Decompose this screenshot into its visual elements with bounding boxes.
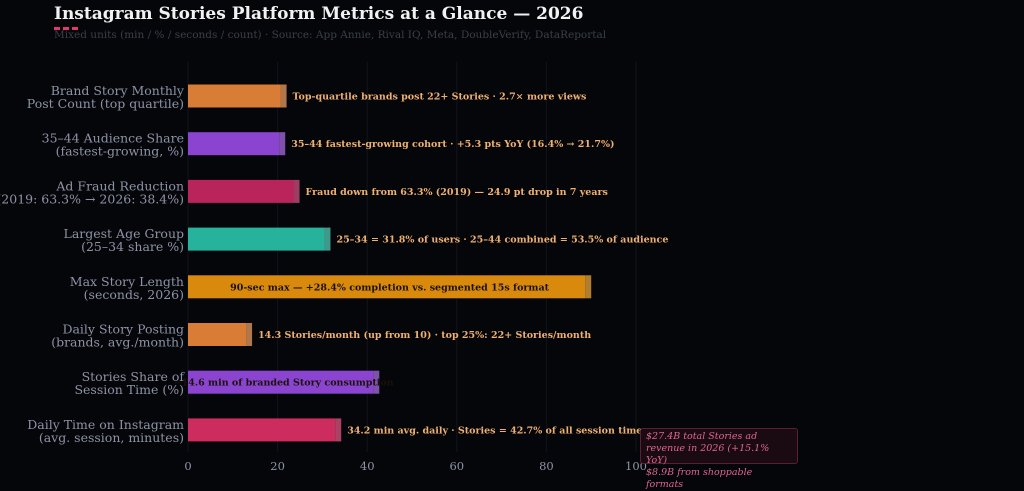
category-label: Largest Age Group (25–34 share %): [64, 226, 184, 254]
revenue-callout: $27.4B total Stories ad revenue in 2026 …: [640, 428, 798, 490]
bar: [188, 179, 294, 203]
x-tick-label: 20: [270, 459, 285, 473]
bar-annotation: 90-sec max — +28.4% completion vs. segme…: [230, 282, 549, 293]
bar-annotation: Fraud down from 63.3% (2019) — 24.9 pt d…: [306, 187, 608, 198]
bar: [188, 227, 325, 251]
bar-cap-highlight: [324, 227, 331, 251]
bar-cap-highlight: [293, 179, 300, 203]
bar-cap: [324, 227, 331, 251]
chart-subtitle: Mixed units (min / % / seconds / count) …: [54, 29, 607, 41]
x-tick-label: 40: [360, 459, 375, 473]
bar-annotation: 34.2 min avg. daily · Stories = 42.7% of…: [347, 425, 642, 436]
callout-line: $27.4B total Stories ad: [646, 431, 758, 442]
bar-cap-highlight: [246, 323, 253, 346]
category-label: Ad Fraud Reduction (2019: 63.3% → 2026: 3…: [0, 178, 184, 206]
bar-cap-highlight: [335, 418, 342, 442]
bar-cap-highlight: [279, 132, 286, 156]
bar: [188, 370, 374, 394]
bar-annotation: Top-quartile brands post 22+ Stories · 2…: [293, 92, 587, 103]
callout-line: $8.9B from shoppable formats: [646, 467, 753, 490]
chart-title: Instagram Stories Platform Metrics at a …: [54, 4, 584, 24]
category-label: Daily Time on Instagram (avg. session, mi…: [27, 417, 184, 445]
bar-cap: [585, 275, 592, 299]
bar-cap: [335, 418, 342, 442]
x-tick-label: 60: [449, 459, 464, 473]
bar: [188, 275, 586, 299]
bar-cap: [279, 132, 286, 156]
category-label: Brand Story Monthly Post Count (top quart…: [27, 83, 185, 111]
bar-cap: [280, 84, 287, 108]
bar-cap: [246, 323, 253, 346]
x-tick-label: 0: [184, 459, 191, 473]
bar-cap-highlight: [585, 275, 592, 299]
bar-cap: [293, 179, 300, 203]
title-accent: [54, 27, 78, 30]
bar-annotation: ~14.6 min of branded Story consumption: [174, 378, 394, 389]
bar-chart: Brand Story Monthly Post Count (top quart…: [0, 62, 668, 473]
bar-cap: [373, 370, 380, 394]
bar-annotation: 14.3 Stories/month (up from 10) · top 25…: [258, 330, 591, 341]
bar-annotation: 25–34 = 31.8% of users · 25–44 combined …: [336, 235, 668, 246]
bar-cap-highlight: [373, 370, 380, 394]
bar-cap-highlight: [280, 84, 287, 108]
bar: [188, 418, 336, 442]
bar-annotation: 35–44 fastest-growing cohort · +5.3 pts …: [291, 139, 614, 150]
category-label: 35–44 Audience Share (fastest-growing, %): [42, 131, 184, 159]
bar: [188, 323, 247, 346]
category-label: Stories Share of Session Time (%): [74, 369, 185, 397]
bar: [188, 84, 281, 108]
bar: [188, 132, 280, 156]
category-label: Daily Story Posting (brands, avg./month): [51, 322, 184, 350]
callout-line: revenue in 2026 (+15.1% YoY): [646, 443, 770, 466]
x-tick-label: 80: [539, 459, 554, 473]
category-label: Max Story Length (seconds, 2026): [70, 274, 184, 302]
